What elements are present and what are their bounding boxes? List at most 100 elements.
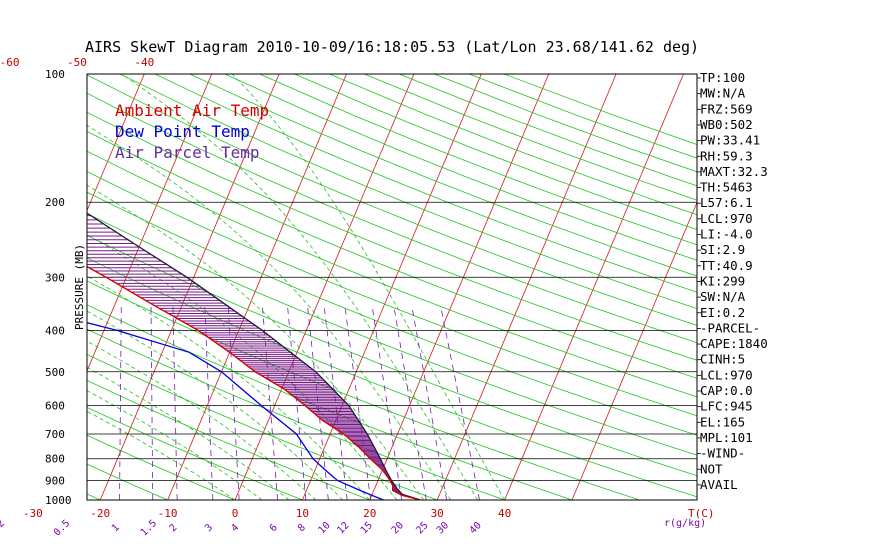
dry-adiabat — [87, 353, 438, 500]
mixing-ratio-line — [172, 305, 178, 500]
stability-index: CINH:5 — [700, 352, 745, 367]
mixing-ratio-label: 10 — [316, 520, 332, 536]
isotherm — [99, 74, 280, 500]
dry-adiabat — [87, 150, 697, 398]
stability-index: KI:299 — [700, 273, 745, 288]
dry-adiabat — [294, 74, 697, 230]
bottom-temp-tick-label: 40 — [498, 507, 511, 520]
dry-adiabat — [87, 463, 168, 500]
pressure-tick-label: 800 — [45, 453, 65, 466]
moist-adiabat — [231, 74, 505, 500]
mixing-ratio-line — [287, 305, 307, 500]
stability-index: EI:0.2 — [700, 305, 745, 320]
x-axis-label: T(C) — [688, 507, 715, 520]
dry-adiabat — [87, 74, 697, 326]
mixing-ratio-label: 0.2 — [0, 518, 7, 539]
bottom-temp-tick-label: -30 — [23, 507, 43, 520]
dry-adiabat — [259, 74, 697, 246]
ambient-temp-line — [87, 265, 421, 500]
stability-index: CAPE:1840 — [700, 336, 768, 351]
stability-index: MAXT:32.3 — [700, 164, 768, 179]
dry-adiabat — [224, 74, 697, 261]
pressure-tick-label: 700 — [45, 428, 65, 441]
dry-adiabat — [87, 380, 370, 500]
pressure-tick-label: 600 — [45, 399, 65, 412]
stability-index: PW:33.41 — [700, 133, 760, 148]
pressure-tick-label: 300 — [45, 271, 65, 284]
stability-index: SW:N/A — [700, 289, 746, 304]
legend-item-label: Air Parcel Temp — [115, 143, 260, 162]
legend: Ambient Air Temp Dew Point Temp Air Parcel… — [115, 101, 269, 162]
stability-index: EL:165 — [700, 414, 745, 429]
stability-index: SI:2.9 — [700, 242, 745, 257]
stability-index: L57:6.1 — [700, 195, 753, 210]
dewpoint-temp-line — [87, 321, 384, 500]
top-temp-tick-label: -60 — [0, 56, 19, 69]
dry-adiabat — [0, 74, 33, 500]
isotherm — [436, 74, 617, 500]
mixing-ratio-line — [1, 306, 14, 500]
isotherm — [571, 201, 697, 500]
mixing-ratio-label: 25 — [414, 520, 430, 536]
isotherm — [504, 74, 684, 500]
parcel-temp-line — [87, 212, 421, 500]
dry-adiabat — [87, 434, 236, 500]
moist-adiabat — [87, 366, 290, 500]
dry-adiabat — [87, 406, 303, 500]
mixing-ratio-label: 1.5 — [139, 518, 160, 539]
pressure-tick-label: 500 — [45, 366, 65, 379]
plot-frame — [86, 73, 698, 501]
moist-adiabat — [87, 340, 317, 500]
isotherm — [0, 74, 77, 500]
dry-adiabat — [87, 111, 697, 361]
bottom-temp-tick-label: -20 — [90, 507, 110, 520]
stability-index: -PARCEL- — [700, 320, 760, 335]
legend-item-label: Ambient Air Temp — [115, 101, 269, 120]
stability-index: FRZ:569 — [700, 101, 753, 116]
dry-adiabat — [503, 74, 697, 145]
mixing-ratio-label: 15 — [359, 520, 375, 536]
pressure-tick-label: 400 — [45, 324, 65, 337]
stability-index: LI:-4.0 — [700, 227, 753, 242]
mixing-ratio-label: 12 — [335, 520, 351, 536]
isotherm — [369, 74, 550, 500]
mixing-ratio-label: 1 — [110, 522, 122, 534]
dry-adiabat — [468, 74, 697, 159]
dry-adiabat — [434, 74, 697, 173]
mixing-ratio-unit: r(g/kg) — [664, 518, 706, 529]
moist-adiabat — [87, 184, 425, 500]
bottom-temp-tick-label: 10 — [296, 507, 309, 520]
dry-adiabat — [87, 191, 697, 436]
mixing-ratio-line — [323, 305, 348, 500]
stability-index: LCL:970 — [700, 211, 753, 226]
mixing-ratio-line — [393, 305, 427, 500]
stability-index: NOT — [700, 461, 723, 476]
stability-index: MPL:101 — [700, 430, 753, 445]
dry-adiabat — [87, 130, 697, 379]
mixing-ratio-label: 8 — [296, 522, 308, 534]
isotherm — [167, 74, 347, 500]
top-temp-tick-label: -50 — [67, 56, 87, 69]
moist-adiabat — [87, 310, 344, 500]
dry-adiabat — [154, 74, 697, 293]
pressure-tick-label: 900 — [45, 475, 65, 488]
mixing-ratio-label: 20 — [390, 520, 406, 536]
top-temp-tick-label: -40 — [134, 56, 154, 69]
dry-adiabat — [119, 74, 697, 310]
pressure-tick-label: 200 — [45, 196, 65, 209]
dry-adiabat — [87, 212, 697, 456]
bottom-temp-tick-label: 20 — [363, 507, 376, 520]
stability-index: AVAIL — [700, 477, 738, 492]
stability-index: TH:5463 — [700, 180, 753, 195]
y-axis-label: PRESSURE (MB) — [73, 244, 86, 330]
pressure-tick-label: 1000 — [45, 494, 72, 507]
mixing-ratio-label: 2 — [167, 522, 179, 534]
mixing-ratio-line — [119, 305, 122, 500]
stability-index: LFC:945 — [700, 399, 753, 414]
isotherm — [0, 74, 10, 500]
stability-index: WB0:502 — [700, 117, 753, 132]
isotherm — [234, 74, 415, 500]
stability-index: RH:59.3 — [700, 148, 753, 163]
bottom-temp-tick-label: -10 — [158, 507, 178, 520]
